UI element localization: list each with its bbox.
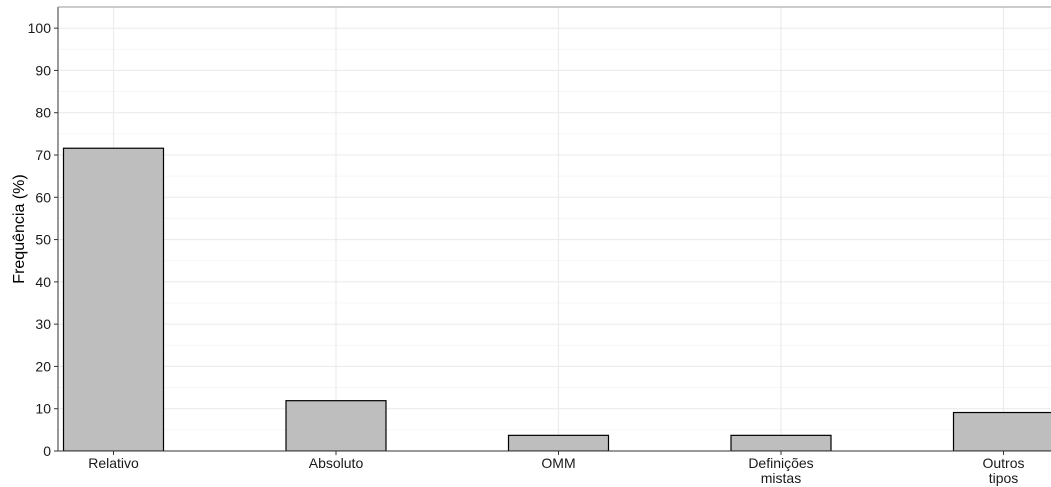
x-tick-label: Absoluto bbox=[309, 455, 364, 471]
bar bbox=[62, 147, 165, 451]
y-tick-label: 70 bbox=[35, 147, 51, 163]
grid bbox=[58, 7, 1051, 452]
bar bbox=[952, 411, 1051, 451]
x-tick-label: Relativo bbox=[88, 455, 139, 471]
bar bbox=[730, 434, 832, 451]
y-tick-label: 0 bbox=[43, 443, 51, 459]
y-tick-label: 80 bbox=[35, 105, 51, 121]
axes bbox=[57, 6, 1051, 452]
y-tick-label: 40 bbox=[35, 274, 51, 290]
y-axis-title: Frequência (%) bbox=[11, 174, 28, 283]
x-tick-label: Definições mistas bbox=[748, 455, 813, 486]
y-tick-label: 100 bbox=[28, 20, 52, 36]
y-tick-label: 50 bbox=[35, 232, 51, 248]
y-tick-labels: 0 10 20 30 40 50 60 70 80 90 100 bbox=[28, 20, 58, 459]
x-tick-label: OMM bbox=[541, 455, 575, 471]
bars bbox=[62, 147, 1051, 451]
bar bbox=[285, 400, 387, 451]
y-tick-label: 60 bbox=[35, 189, 51, 205]
y-tick-label: 10 bbox=[35, 401, 51, 417]
y-tick-label: 30 bbox=[35, 316, 51, 332]
y-tick-label: 90 bbox=[35, 62, 51, 78]
y-tick-label: 20 bbox=[35, 358, 51, 374]
x-tick-label: Outros tipos bbox=[982, 455, 1024, 486]
x-tick-labels: Relativo Absoluto OMM Definições mistas Outro… bbox=[88, 451, 1025, 486]
bar bbox=[507, 434, 610, 451]
